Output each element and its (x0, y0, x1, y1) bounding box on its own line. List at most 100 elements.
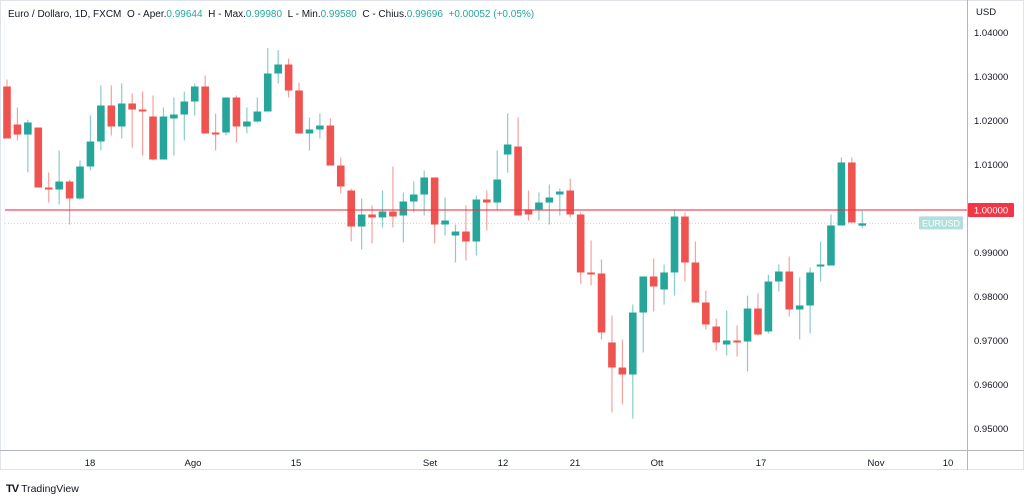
candle-body-up[interactable] (555, 191, 564, 195)
horizontal-line-price-tag (968, 203, 1014, 217)
candle-body-up[interactable] (399, 201, 408, 216)
candle-body-down[interactable] (649, 276, 658, 287)
candle-body-up[interactable] (243, 121, 251, 127)
candle-body-down[interactable] (107, 105, 116, 127)
candle-body-down[interactable] (712, 326, 721, 343)
candle-body-down[interactable] (201, 86, 209, 134)
candle-body-up[interactable] (222, 97, 230, 133)
candle-body-down[interactable] (733, 340, 741, 343)
candle-body-up[interactable] (629, 312, 637, 375)
candle-body-down[interactable] (702, 302, 710, 325)
candle-body-up[interactable] (305, 129, 314, 134)
candle-body-up[interactable] (472, 199, 481, 242)
candle-body-up[interactable] (253, 111, 262, 122)
candle-body-up[interactable] (117, 103, 126, 127)
legend-close-value: 0.99696 (406, 9, 443, 20)
symbol-tag-text: EURUSD (922, 218, 961, 228)
candle-body-up[interactable] (503, 144, 512, 155)
candle-body-down[interactable] (608, 342, 616, 368)
time-tick-label: Set (422, 458, 438, 469)
candle-body-down[interactable] (232, 97, 241, 127)
candle-body-down[interactable] (138, 109, 147, 112)
candle-body-down[interactable] (576, 214, 585, 273)
price-axis-currency: USD (976, 7, 997, 18)
candle-body-up[interactable] (545, 197, 554, 203)
candle-body-up[interactable] (24, 122, 32, 135)
candle-body-down[interactable] (691, 262, 700, 303)
legend-open-label: O - Aper. (126, 9, 167, 20)
candle-body-down[interactable] (211, 132, 220, 135)
candle-body-up[interactable] (190, 86, 199, 102)
candle-body-down[interactable] (754, 308, 762, 335)
candle-body-down[interactable] (13, 124, 22, 135)
candle-body-down[interactable] (514, 146, 522, 216)
candle-body-up[interactable] (639, 276, 648, 313)
candle-body-up[interactable] (806, 272, 814, 306)
candle-body-down[interactable] (462, 231, 470, 242)
candle-body-down[interactable] (284, 64, 293, 91)
candle-body-up[interactable] (170, 114, 178, 119)
candle-body-up[interactable] (159, 116, 168, 160)
candle-body-up[interactable] (451, 231, 460, 236)
candle-body-up[interactable] (76, 166, 84, 199)
price-tick-label: 0.98000 (974, 292, 1009, 303)
candle-body-down[interactable] (785, 271, 794, 310)
candle-body-up[interactable] (55, 181, 63, 190)
candle-body-down[interactable] (326, 125, 335, 166)
candle-body-up[interactable] (441, 220, 449, 225)
candle-body-up[interactable] (764, 281, 773, 332)
time-tick-label: 12 (497, 458, 509, 469)
candle-body-down[interactable] (295, 90, 303, 134)
candle-body-down[interactable] (368, 214, 376, 218)
candle-body-up[interactable] (357, 214, 366, 227)
candle-body-up[interactable] (827, 225, 835, 266)
legend-high-label: H - Max. (208, 9, 246, 20)
candle-body-down[interactable] (347, 190, 355, 227)
candle-body-down[interactable] (618, 367, 627, 375)
candle-body-up[interactable] (180, 101, 189, 115)
candle-body-down[interactable] (681, 216, 689, 263)
candle-body-down[interactable] (44, 187, 53, 190)
tradingview-logo[interactable]: TV TradingView (6, 483, 79, 495)
candle-body-up[interactable] (837, 162, 846, 226)
candle-body-down[interactable] (65, 181, 74, 199)
candle-body-down[interactable] (597, 273, 606, 333)
candle-body-up[interactable] (670, 216, 679, 273)
candle-body-up[interactable] (378, 211, 387, 218)
candle-body-up[interactable] (722, 340, 731, 345)
candle-body-down[interactable] (587, 272, 595, 275)
legend-low-label: L - Min. (287, 9, 321, 20)
candle-body-down[interactable] (3, 86, 11, 139)
candle-body-up[interactable] (816, 264, 825, 267)
candle-body-up[interactable] (775, 271, 783, 282)
candle-body-up[interactable] (493, 179, 502, 203)
price-tick-label: 1.02000 (974, 116, 1009, 127)
chart-frame[interactable]: 1.00000 EURUSD Euro / Dollaro, 1D, FXCM O… (0, 0, 1024, 470)
candle-body-down[interactable] (430, 177, 439, 225)
legend-close-label: C - Chius. (362, 9, 407, 20)
candle-body-up[interactable] (795, 305, 804, 310)
candle-body-down[interactable] (34, 127, 43, 188)
candle-body-down[interactable] (336, 165, 345, 187)
candle-body-up[interactable] (263, 73, 272, 112)
candle-body-up[interactable] (274, 64, 282, 74)
candle-body-down[interactable] (149, 116, 157, 160)
candle-body-down[interactable] (482, 199, 491, 203)
time-tick-label: 21 (569, 458, 581, 469)
candle-body-up[interactable] (420, 177, 428, 195)
candle-body-up[interactable] (409, 194, 418, 202)
candle-body-down[interactable] (524, 209, 533, 215)
candle-body-up[interactable] (858, 223, 867, 226)
candle-body-down[interactable] (848, 162, 856, 223)
price-tick-label: 0.99000 (974, 248, 1009, 259)
candle-body-up[interactable] (535, 202, 543, 210)
candle-body-up[interactable] (97, 105, 105, 142)
candle-body-up[interactable] (660, 272, 668, 290)
candle-body-down[interactable] (128, 103, 136, 110)
candle-body-up[interactable] (743, 308, 752, 342)
candle-body-up[interactable] (86, 141, 95, 167)
candle-body-down[interactable] (566, 190, 575, 215)
candle-body-down[interactable] (389, 211, 397, 217)
candle-body-up[interactable] (316, 125, 324, 130)
